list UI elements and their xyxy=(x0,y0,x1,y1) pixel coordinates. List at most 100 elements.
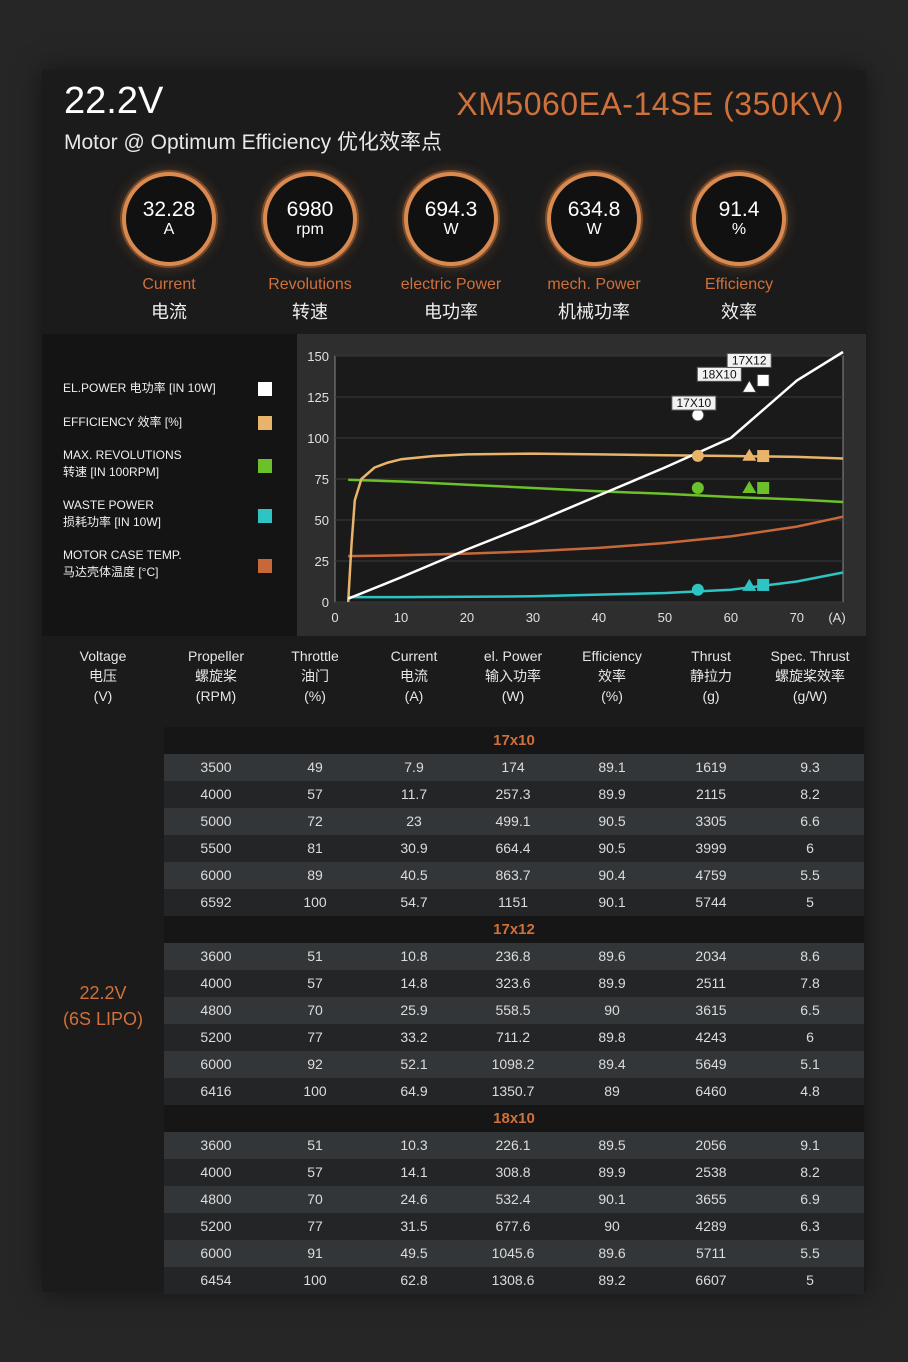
table-row: 5200 77 31.5 677.6 90 4289 6.3 xyxy=(164,1213,864,1240)
table-cell: 5649 xyxy=(695,1056,727,1072)
table-cell: 30.9 xyxy=(400,840,428,856)
y-tick-label: 150 xyxy=(307,349,329,364)
table-row: 4000 57 11.7 257.3 89.9 2115 8.2 xyxy=(164,781,864,808)
table-row: 5200 77 33.2 711.2 89.8 4243 6 xyxy=(164,1024,864,1051)
gauge-label-en: electric Power xyxy=(400,276,502,293)
x-tick-label: 60 xyxy=(724,610,738,625)
legend-label: WASTE POWER xyxy=(63,498,154,512)
gauge-value: 694.3 xyxy=(424,198,478,221)
table-cell: 31.5 xyxy=(400,1218,428,1234)
x-tick-label: 70 xyxy=(790,610,804,625)
table-row: 6454 100 62.8 1308.6 89.2 6607 5 xyxy=(164,1267,864,1294)
table-cell: 52.1 xyxy=(400,1056,428,1072)
table-row: 6000 91 49.5 1045.6 89.6 5711 5.5 xyxy=(164,1240,864,1267)
header-line: (g) xyxy=(702,688,720,704)
table-row: 3600 51 10.3 226.1 89.5 2056 9.1 xyxy=(164,1132,864,1159)
table-cell: 10.8 xyxy=(400,948,428,964)
table-cell: 664.4 xyxy=(495,840,531,856)
table-row: 3500 49 7.9 174 89.1 1619 9.3 xyxy=(164,754,864,781)
table-row: 6000 89 40.5 863.7 90.4 4759 5.5 xyxy=(164,862,864,889)
marker-label-box xyxy=(696,366,742,382)
table-cell: 90.1 xyxy=(598,894,626,910)
table-cell: 6.5 xyxy=(800,1002,820,1018)
battery-type: (6S LIPO) xyxy=(62,1009,144,1029)
table-cell: 6460 xyxy=(695,1083,727,1099)
table-cell: 57 xyxy=(307,975,323,991)
y-tick-label: 75 xyxy=(315,472,329,487)
data-marker xyxy=(757,450,770,463)
table-cell: 91 xyxy=(307,1245,323,1261)
marker-label: 17X12 xyxy=(732,353,767,367)
gauge-unit: rpm xyxy=(296,221,324,238)
data-marker xyxy=(691,449,704,462)
table-cell: 62.8 xyxy=(400,1272,428,1288)
data-marker xyxy=(757,482,770,495)
table-header: Current 电流 (A) xyxy=(364,646,464,706)
table-cell: 5200 xyxy=(200,1218,232,1234)
gauge-label-cn: 机械功率 xyxy=(558,302,630,322)
legend-swatch xyxy=(258,416,272,430)
table-cell: 3500 xyxy=(200,759,232,775)
gauge-unit: A xyxy=(163,221,175,238)
header-line: Efficiency xyxy=(582,648,642,664)
table-cell: 77 xyxy=(307,1029,323,1045)
model-title: XM5060EA-14SE (350KV) xyxy=(456,86,844,122)
header-line: 螺旋桨 xyxy=(195,668,237,684)
table-cell: 89.5 xyxy=(598,1137,626,1153)
table-cell: 6454 xyxy=(200,1272,232,1288)
data-marker xyxy=(691,583,704,596)
table-header: Throttle 油门 (%) xyxy=(265,646,365,706)
table-cell: 5744 xyxy=(695,894,727,910)
gauge-label-en: Efficiency xyxy=(704,276,774,293)
gauge-label-en: mech. Power xyxy=(547,276,641,293)
data-marker xyxy=(756,373,770,387)
table-cell: 10.3 xyxy=(400,1137,428,1153)
series-line xyxy=(348,478,844,504)
header-line: 电流 xyxy=(400,668,428,684)
table-header: Spec. Thrust 螺旋桨效率 (g/W) xyxy=(760,646,860,706)
table-cell: 9.1 xyxy=(800,1137,820,1153)
gauge-current: 32.28 A Current 电流 xyxy=(94,176,244,324)
y-tick-label: 25 xyxy=(315,554,329,569)
gauge-label-cn: 效率 xyxy=(721,302,757,322)
table-cell: 14.8 xyxy=(400,975,428,991)
table-cell: 7.9 xyxy=(404,759,424,775)
gauge-unit: W xyxy=(586,221,602,238)
table-row: 4000 57 14.8 323.6 89.9 2511 7.8 xyxy=(164,970,864,997)
table-cell: 90 xyxy=(604,1218,620,1234)
x-tick-label: 10 xyxy=(394,610,408,625)
table-cell: 4000 xyxy=(200,975,232,991)
table-cell: 3600 xyxy=(200,948,232,964)
table-cell: 3999 xyxy=(695,840,727,856)
x-tick-label: 50 xyxy=(658,610,672,625)
gauge-unit: W xyxy=(443,221,459,238)
header-line: Propeller xyxy=(187,648,245,664)
header-line: el. Power xyxy=(483,648,543,664)
table-cell: 308.8 xyxy=(495,1164,531,1180)
table-cell: 5.5 xyxy=(800,867,820,883)
table-cell: 6.3 xyxy=(800,1218,820,1234)
table-cell: 89 xyxy=(307,867,323,883)
table-cell: 6.9 xyxy=(800,1191,820,1207)
table-cell: 532.4 xyxy=(495,1191,531,1207)
table-cell: 51 xyxy=(307,1137,323,1153)
table-cell: 25.9 xyxy=(400,1002,428,1018)
table-cell: 4000 xyxy=(200,1164,232,1180)
table-cell: 11.7 xyxy=(400,786,428,802)
table-cell: 89.1 xyxy=(598,759,626,775)
table-cell: 5200 xyxy=(200,1029,232,1045)
table-cell: 4243 xyxy=(695,1029,727,1045)
table-cell: 1350.7 xyxy=(491,1083,535,1099)
table-cell: 5711 xyxy=(695,1245,727,1261)
header-line: (RPM) xyxy=(195,688,237,704)
table-cell: 1151 xyxy=(497,894,529,910)
header-line: (W) xyxy=(501,688,525,704)
header-line: (%) xyxy=(304,688,326,704)
header-line: 螺旋桨效率 xyxy=(775,668,845,684)
marker-label: 17X10 xyxy=(677,396,712,410)
table-cell: 57 xyxy=(307,1164,323,1180)
table-cell: 558.5 xyxy=(495,1002,531,1018)
data-marker xyxy=(741,379,758,393)
header-line: 电压 xyxy=(89,668,117,684)
data-marker xyxy=(742,481,757,494)
